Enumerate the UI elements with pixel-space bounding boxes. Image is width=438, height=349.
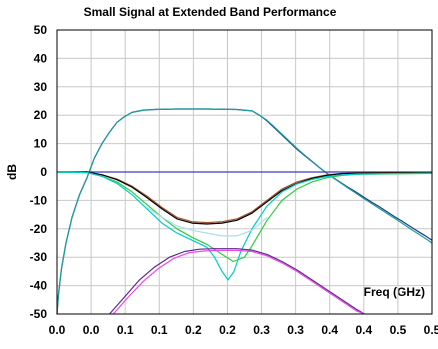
y-tick-label: -30	[30, 250, 48, 264]
y-tick-label: 40	[34, 51, 48, 65]
y-tick-label: -40	[30, 279, 48, 293]
series-line-8	[146, 206, 268, 237]
y-tick-labels: 50 40 30 20 10 0 -10 -20 -30 -40 -50	[30, 23, 48, 321]
x-tick-label: 0.5	[390, 323, 407, 337]
y-tick-label: 20	[34, 108, 48, 122]
series-line-1	[56, 108, 433, 315]
x-tick-label: 0.4	[321, 323, 338, 337]
y-tick-label: 50	[34, 23, 48, 37]
x-tick-label: 0.1	[117, 323, 134, 337]
y-tick-label: 10	[34, 137, 48, 151]
x-tick-label: 0.3	[287, 323, 304, 337]
x-tick-label: 0.1	[151, 323, 168, 337]
y-tick-label: -50	[30, 307, 48, 321]
series-line-10	[112, 249, 365, 315]
x-tick-label: 0.2	[185, 323, 202, 337]
x-tick-label: 0.5	[424, 323, 438, 337]
x-tick-label: 0.0	[49, 323, 66, 337]
series-line-4	[57, 171, 433, 224]
plot-border	[56, 29, 433, 315]
series-layer	[56, 108, 433, 315]
y-tick-label: 0	[40, 165, 47, 179]
x-tick-label: 0.3	[253, 323, 270, 337]
y-tick-label: -10	[30, 193, 48, 207]
series-line-7	[56, 171, 433, 281]
series-line-2	[56, 108, 433, 315]
y-tick-label: 30	[34, 80, 48, 94]
series-line-6	[56, 171, 433, 263]
x-tick-labels: 0.0 0.0 0.1 0.1 0.2 0.2 0.3 0.3 0.4 0.4 0.5 0.5	[49, 323, 438, 337]
x-axis-label: Freq (GHz)	[364, 285, 425, 299]
series-line-9	[109, 248, 365, 315]
y-axis-label: dB	[5, 164, 19, 180]
y-tick-label: -20	[30, 222, 48, 236]
chart-title: Small Signal at Extended Band Performanc…	[84, 5, 337, 19]
x-tick-label: 0.2	[219, 323, 236, 337]
x-tick-label: 0.4	[355, 323, 372, 337]
series-line-5	[57, 171, 433, 225]
x-tick-label: 0.0	[83, 323, 100, 337]
